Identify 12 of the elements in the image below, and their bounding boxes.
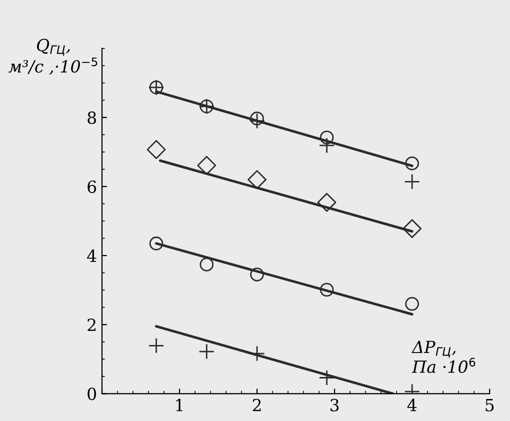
y-tick-label: 6 xyxy=(88,180,96,194)
x-tick-label: 2 xyxy=(252,398,261,412)
x-tick-label: 4 xyxy=(407,398,417,412)
y-axis-title: Q$_{ГЦ}$, м³/с ,·10$^{−5}$ xyxy=(8,38,98,75)
x-axis-title: ΔP$_{ГЦ}$, Па ·10$^{6}$ xyxy=(412,340,476,374)
y-tick-label: 2 xyxy=(88,318,96,331)
y-tick-label: 0 xyxy=(88,388,96,400)
y-tick-label: 4 xyxy=(87,250,96,262)
y-tick-label: 8 xyxy=(88,111,96,124)
x-tick-label: 1 xyxy=(176,398,182,412)
x-tick-label: 5 xyxy=(486,399,494,412)
x-tick-label: 3 xyxy=(330,398,339,412)
